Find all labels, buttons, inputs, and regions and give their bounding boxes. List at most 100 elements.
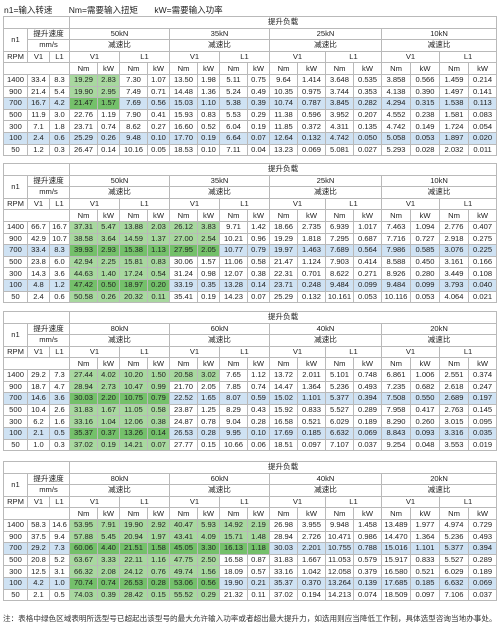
table-cell: 0.189 (353, 415, 382, 428)
table-cell: 0.407 (467, 220, 498, 234)
table-cell: 1.977 (410, 518, 440, 532)
table-cell: 15.71 (219, 530, 248, 544)
table-cell: 1.364 (297, 380, 326, 394)
rpm-header: RPM (3, 50, 28, 64)
ratio-header: 减速比 (380, 186, 498, 199)
nm-header: Nm (325, 209, 354, 222)
table-cell: 8.290 (381, 415, 411, 428)
n1-header: n1 (3, 27, 28, 52)
table-cell: 28.94 (69, 380, 98, 394)
l1-ratio-header: L1 (119, 495, 170, 509)
table-cell: 5.11 (219, 73, 248, 87)
table-cell: 7.65 (219, 368, 248, 382)
table-cell: 49.74 (169, 565, 198, 578)
table-cell: 10.116 (381, 290, 411, 304)
table-cell: 6.0 (49, 255, 70, 269)
table-cell: 0.687 (353, 232, 382, 246)
table-cell: 0.521 (297, 415, 326, 428)
table-cell: 0.07 (147, 438, 170, 452)
table-row: 700 14.6 3.6 30.03 2.20 10.75 0.79 22.52 1.65 8.0… (3, 392, 498, 405)
nm-header: Nm (269, 209, 298, 222)
table-cell: 42.9 (27, 232, 50, 246)
nm-header: Nm (69, 209, 98, 222)
table-cell: 16.60 (169, 120, 198, 133)
table-cell: 18.66 (269, 220, 298, 234)
table-row: 1400 33.4 8.3 19.29 2.83 7.30 1.07 13.50 1.98 5.1… (3, 73, 498, 87)
l1-ratio-header: L1 (438, 495, 498, 509)
table-cell: 0.975 (297, 85, 326, 99)
nm-header: Nm (381, 507, 411, 520)
table-cell: 15.93 (169, 108, 198, 122)
table-cell: 0.069 (297, 143, 326, 157)
section-sjb80: SJB80 提升负载 n1 提升速度 80kN 60kN 40kN 20kN mm/s 减速比 减速… (3, 311, 498, 452)
l1-ratio-header: L1 (325, 345, 382, 359)
l1-ratio-header: L1 (119, 197, 170, 211)
table-cell: 700 (3, 244, 28, 257)
table-cell: 2.05 (197, 380, 220, 394)
table-cell: 1.18 (247, 542, 270, 555)
table-cell: 21.47 (269, 255, 298, 269)
lifting-speed-header: 提升速度 (27, 174, 70, 188)
table-cell: 22.52 (169, 392, 198, 405)
spec-table: SJB51 提升负载 n1 提升速度 50kN 35kN 25kN 10kN mm/s 减速比 减速… (3, 163, 498, 304)
table-cell: 0.097 (410, 588, 440, 602)
table-cell: 0.247 (467, 380, 498, 394)
table-cell: 0.20 (147, 278, 170, 292)
table-cell: 1400 (3, 73, 28, 87)
table-cell: 3.648 (325, 73, 354, 87)
table-cell: 15.917 (381, 553, 411, 567)
n1-header: n1 (3, 472, 28, 497)
ratio-header: 减速比 (69, 334, 170, 347)
table-cell: 0.083 (467, 108, 498, 122)
table-cell: 19.97 (269, 244, 298, 257)
table-cell: 13.28 (219, 278, 248, 292)
table-cell: 42.94 (69, 255, 98, 269)
table-cell: 63.67 (69, 553, 98, 567)
kw-header: kW (147, 62, 170, 75)
table-cell: 1.40 (97, 267, 120, 280)
table-row: 300 12.5 3.1 66.32 2.08 24.12 0.76 49.74 1.56 18.… (3, 565, 498, 578)
table-cell: 11.053 (325, 553, 354, 567)
spec-table: SJB80 提升负载 n1 提升速度 80kN 60kN 40kN 20kN mm/s 减速比 减速… (3, 311, 498, 452)
nm-header: Nm (69, 357, 98, 370)
kw-header: kW (410, 209, 440, 222)
l1-ratio-header: L1 (325, 197, 382, 211)
table-cell: 10.75 (119, 392, 148, 405)
table-cell: 26.53 (169, 426, 198, 440)
table-cell: 0.56 (197, 576, 220, 590)
table-cell: 1.497 (439, 85, 469, 99)
kw-header: kW (197, 357, 220, 370)
table-cell: 15.016 (381, 542, 411, 555)
table-cell: 0.053 (353, 290, 382, 304)
table-cell: 0.011 (467, 143, 498, 157)
kw-header: kW (297, 507, 326, 520)
table-cell: 22.31 (269, 267, 298, 280)
kw-header: kW (247, 507, 270, 520)
table-cell: 1.006 (410, 368, 440, 382)
table-cell: 1.124 (297, 255, 326, 269)
l1-ratio-header: L1 (119, 345, 170, 359)
table-cell: 0.417 (410, 403, 440, 417)
table-cell: 0.535 (353, 73, 382, 87)
table-cell: 0.289 (353, 403, 382, 417)
l1-ratio-header: L1 (325, 495, 382, 509)
table-cell: 29.2 (27, 542, 50, 555)
lifting-speed-header: 提升速度 (27, 27, 70, 41)
table-row: 1400 66.7 16.7 37.31 5.47 13.88 2.03 26.12 3.83 9… (3, 220, 498, 234)
kw-header: kW (410, 507, 440, 520)
table-cell: 100 (3, 426, 28, 440)
table-row: 50 1.2 0.3 26.47 0.14 10.16 0.05 18.53 0.10 7.11 0… (3, 143, 498, 157)
table-cell: 9.71 (219, 220, 248, 234)
table-cell: 0.069 (467, 576, 498, 590)
l1-ratio-header: L1 (438, 197, 498, 211)
table-cell: 5.527 (439, 553, 469, 567)
v1-ratio-header: V1 (69, 495, 120, 509)
table-cell: 6.2 (27, 415, 50, 428)
table-cell: 3.64 (97, 232, 120, 246)
table-cell: 1.07 (147, 73, 170, 87)
table-cell: 1.897 (439, 131, 469, 145)
table-row: 1400 58.3 14.6 53.95 7.91 19.90 2.92 40.47 5.93 1… (3, 518, 498, 532)
table-cell: 1.97 (147, 530, 170, 544)
table-cell: 0.053 (410, 290, 440, 304)
table-cell: 900 (3, 232, 28, 246)
